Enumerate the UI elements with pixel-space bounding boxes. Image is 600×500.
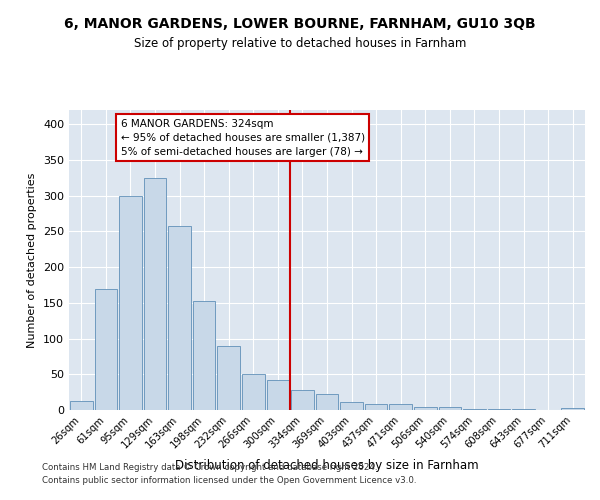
Bar xyxy=(340,402,363,410)
Y-axis label: Number of detached properties: Number of detached properties xyxy=(28,172,37,348)
Text: 6 MANOR GARDENS: 324sqm
← 95% of detached houses are smaller (1,387)
5% of semi-: 6 MANOR GARDENS: 324sqm ← 95% of detache… xyxy=(121,118,365,156)
Bar xyxy=(242,374,265,410)
Bar xyxy=(439,407,461,410)
Bar xyxy=(217,346,240,410)
Bar xyxy=(414,407,437,410)
Bar xyxy=(95,288,117,410)
Bar xyxy=(193,302,215,410)
Bar xyxy=(365,404,388,410)
Bar xyxy=(70,402,92,410)
Bar xyxy=(168,226,191,410)
Bar xyxy=(389,404,412,410)
Bar xyxy=(316,394,338,410)
Text: Contains public sector information licensed under the Open Government Licence v3: Contains public sector information licen… xyxy=(42,476,416,485)
Bar xyxy=(291,390,314,410)
Text: Size of property relative to detached houses in Farnham: Size of property relative to detached ho… xyxy=(134,38,466,51)
Bar xyxy=(143,178,166,410)
Text: 6, MANOR GARDENS, LOWER BOURNE, FARNHAM, GU10 3QB: 6, MANOR GARDENS, LOWER BOURNE, FARNHAM,… xyxy=(64,18,536,32)
Bar xyxy=(119,196,142,410)
Bar xyxy=(266,380,289,410)
Bar xyxy=(562,408,584,410)
Text: Contains HM Land Registry data © Crown copyright and database right 2024.: Contains HM Land Registry data © Crown c… xyxy=(42,464,377,472)
X-axis label: Distribution of detached houses by size in Farnham: Distribution of detached houses by size … xyxy=(175,459,479,472)
